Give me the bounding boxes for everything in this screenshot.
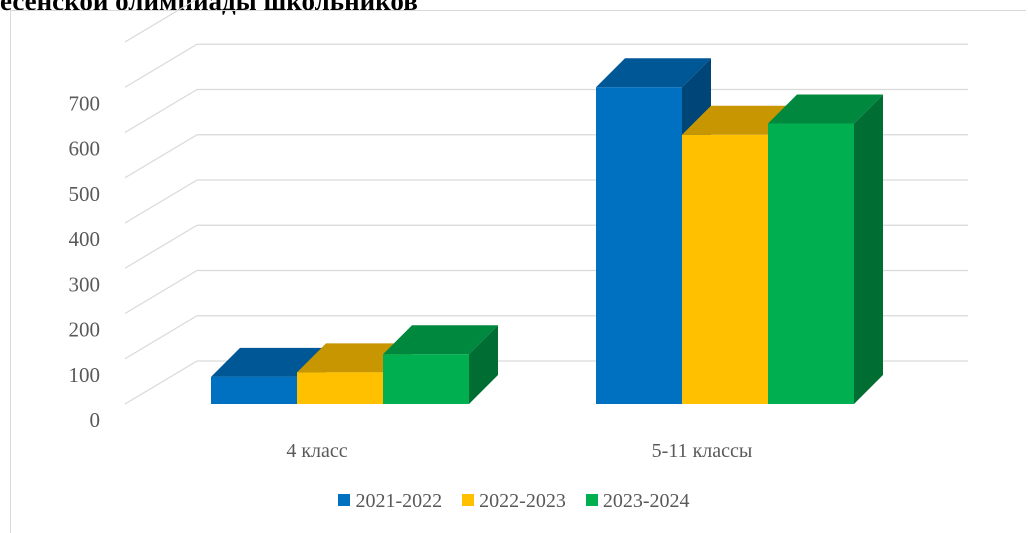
legend-label: 2022-2023 <box>479 490 566 512</box>
legend-item: 2023-2024 <box>585 490 690 513</box>
bar-side <box>469 325 498 404</box>
y-tick-label: 700 <box>69 91 101 115</box>
y-tick-label: 100 <box>69 363 101 387</box>
bar-top <box>211 347 326 377</box>
bar <box>768 94 883 404</box>
bar-front <box>682 134 768 404</box>
legend-item: 2021-2022 <box>338 490 442 513</box>
chart-area-border <box>10 10 1026 533</box>
bar-top <box>596 58 711 88</box>
bar-front <box>596 87 682 404</box>
gridline-side <box>124 179 198 224</box>
y-tick-label: 400 <box>69 227 101 251</box>
bar-front <box>768 123 854 404</box>
bar-top <box>768 94 883 124</box>
y-tick-label: 300 <box>69 272 101 296</box>
y-tick-label: 200 <box>69 318 101 342</box>
gridline-side <box>124 224 198 269</box>
gridline-side <box>124 315 198 360</box>
bar-front <box>211 376 297 404</box>
gridline-side <box>124 0 197 43</box>
gridline-side <box>124 360 198 405</box>
legend-label: 2021-2022 <box>355 490 443 512</box>
bar-front <box>383 354 469 404</box>
legend: 2021-2022 2022-2023 2023-2024 <box>0 490 1028 513</box>
legend-swatch <box>462 494 475 506</box>
bar-top <box>383 325 498 355</box>
chart-title: есенской олимпиады школьников <box>0 0 418 16</box>
legend-item: 2022-2023 <box>462 490 566 513</box>
legend-swatch <box>585 494 598 506</box>
bar-front <box>297 372 383 404</box>
legend-label: 2023-2024 <box>602 490 690 512</box>
gridline-side <box>124 88 198 134</box>
y-tick-label: 0 <box>90 408 101 432</box>
category-label: 4 класс <box>286 440 347 462</box>
gridline-side <box>124 43 198 88</box>
category-label: 5-11 классы <box>652 440 753 462</box>
y-tick-label: 500 <box>69 182 101 206</box>
bar-side <box>854 94 883 404</box>
gridline-side <box>124 134 198 179</box>
category-labels: 4 класс 5-11 классы <box>286 440 752 462</box>
y-axis-ticks: 0 100 200 300 400 500 600 700 <box>69 91 101 432</box>
y-tick-label: 600 <box>69 137 101 161</box>
bars <box>211 58 883 404</box>
legend-swatch <box>338 494 351 506</box>
gridline-side <box>124 269 198 315</box>
bar <box>383 325 498 404</box>
